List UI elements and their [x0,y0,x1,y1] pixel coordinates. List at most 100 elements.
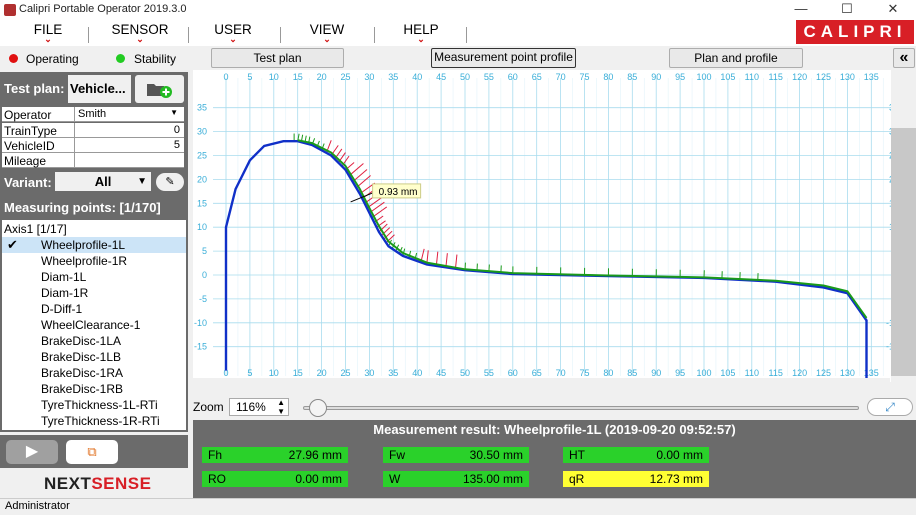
y-tick-label-left: -15 [194,342,207,352]
profile-plot[interactable]: 0 0 5 5 10 10 15 15 20 20 25 25 30 30 35 35 40 40 45 45 50 50… [193,70,904,382]
menu-separator [374,27,375,43]
variant-select[interactable]: All ▼ [55,172,151,191]
field-mileage[interactable]: Mileage [2,153,184,168]
scrollbar-thumb[interactable] [891,128,916,376]
x-tick-label-bottom: 115 [769,368,783,378]
list-item[interactable]: WheelClearance-1 [2,317,186,333]
menu-help[interactable]: HELP ⌄ [398,22,444,44]
x-tick-label-top: 85 [627,72,637,82]
x-tick-label-top: 30 [364,72,374,82]
list-item[interactable]: TyreThickness-1L-RTi [2,397,186,413]
window-title: Calipri Portable Operator 2019.3.0 [19,3,187,15]
x-tick-label-bottom: 55 [484,368,494,378]
list-item[interactable]: Diam-1R [2,285,186,301]
x-tick-label-bottom: 40 [412,368,422,378]
menu-view-label: VIEW [309,22,345,37]
result-label: HT [569,448,585,462]
result-label: W [389,472,401,486]
field-operator[interactable]: Operator Smith ▼ [2,107,184,122]
x-tick-label-bottom: 70 [556,368,566,378]
menu-user[interactable]: USER ⌄ [210,22,256,44]
x-tick-label-bottom: 65 [532,368,542,378]
vertical-scrollbar[interactable] [891,70,916,392]
field-vehicleid[interactable]: VehicleID 5 [2,138,184,153]
menu-separator [188,27,189,43]
list-item[interactable]: Diam-1L [2,269,186,285]
mileage-input[interactable] [74,153,184,168]
field-vehicleid-label: VehicleID [4,139,55,153]
result-fw: Fw 30.50 mm [383,447,529,463]
fit-to-view-button[interactable]: ⤢ [867,398,913,416]
tab-measurement-point-profile[interactable]: Measurement point profile [431,48,576,68]
list-item[interactable]: BrakeDisc-1LB [2,349,186,365]
measuring-points-list[interactable]: Axis1 [1/17] ✔ Wheelprofile-1L Wheelprofi… [2,220,186,430]
x-tick-label-top: 130 [840,72,855,82]
test-plan-value[interactable]: Vehicle... [68,75,131,103]
y-tick-label-left: 20 [197,174,207,184]
tab-plan-and-profile[interactable]: Plan and profile [669,48,803,68]
x-tick-label-top: 100 [696,72,711,82]
open-folder-button[interactable] [135,75,184,103]
title-bar: Calipri Portable Operator 2019.3.0 — ☐ ✕ [0,0,916,20]
axis-group[interactable]: Axis1 [1/17] [4,222,67,236]
menu-view[interactable]: VIEW ⌄ [304,22,350,44]
minimize-button[interactable]: — [794,1,808,16]
zoom-stepper[interactable]: 116% ▲ ▼ [229,398,289,416]
menu-sensor[interactable]: SENSOR ⌄ [108,22,172,44]
horizontal-scrollbar[interactable] [193,378,890,392]
zoom-slider-handle[interactable] [309,399,327,417]
app-icon [4,4,16,16]
list-item[interactable]: BrakeDisc-1RA [2,365,186,381]
x-tick-label-top: 0 [223,72,228,82]
play-icon: ▶ [25,443,39,460]
edit-icon: ✎ [165,176,175,188]
y-tick-label-left: 5 [202,246,207,256]
maximize-button[interactable]: ☐ [841,1,853,16]
tab-test-plan[interactable]: Test plan [211,48,344,68]
menu-file[interactable]: FILE ⌄ [28,22,68,44]
list-item-label: TyreThickness-1L-RTi [41,398,158,412]
list-item[interactable]: TyreThickness-1R-RTi [2,413,186,429]
zoom-slider[interactable] [303,406,859,410]
close-button[interactable]: ✕ [887,1,899,16]
collapse-panel-icon[interactable]: « [893,48,915,68]
list-item[interactable]: Wheelprofile-1R [2,253,186,269]
list-item[interactable]: D-Diff-1 [2,301,186,317]
x-tick-label-bottom: 130 [840,368,855,378]
result-value: 0.00 mm [656,448,703,462]
operator-select[interactable]: Smith [74,107,184,122]
y-tick-label-left: 25 [197,151,207,161]
zoom-row: Zoom 116% ▲ ▼ ⤢ [193,396,916,418]
list-item-label: BrakeDisc-1RB [41,382,124,396]
x-tick-label-top: 65 [532,72,542,82]
field-traintype[interactable]: TrainType 0 [2,123,184,138]
x-tick-label-bottom: 90 [651,368,661,378]
edit-variant-button[interactable]: ✎ [156,173,184,191]
x-tick-label-top: 50 [460,72,470,82]
chevron-down-icon: ⌄ [323,34,331,44]
variant-label: Variant: [4,175,52,190]
left-panel: Test plan: Vehicle... Operator Smith ▼ T… [0,72,188,498]
stability-label: Stability [134,52,177,66]
zoom-label: Zoom [193,400,224,414]
chevron-down-icon: ⌄ [136,34,144,44]
profile-chart[interactable]: 0055101015152020252530303535404045455050… [193,70,904,382]
calipri-logo: CALIPRI [796,20,914,44]
x-tick-label-bottom: 5 [247,368,252,378]
result-area: Fh 27.96 mm Fw 30.50 mm HT 0.00 mm RO 0.00 m… [193,440,916,498]
export-button[interactable]: ⧉ [66,440,118,464]
result-fh: Fh 27.96 mm [202,447,348,463]
y-tick-label-left: 0 [202,270,207,280]
vehicleid-input[interactable]: 5 [74,138,184,153]
list-item[interactable]: ✔ Wheelprofile-1L [2,237,186,253]
stepper-arrows-icon[interactable]: ▲ ▼ [277,398,285,416]
variant-value: All [94,174,112,189]
x-tick-label-bottom: 15 [293,368,303,378]
x-tick-label-bottom: 120 [792,368,807,378]
traintype-input[interactable]: 0 [74,123,184,138]
list-item[interactable]: BrakeDisc-1LA [2,333,186,349]
list-item[interactable]: BrakeDisc-1RB [2,381,186,397]
folder-add-icon [147,84,172,98]
menu-separator [280,27,281,43]
play-button[interactable]: ▶ [6,440,58,464]
